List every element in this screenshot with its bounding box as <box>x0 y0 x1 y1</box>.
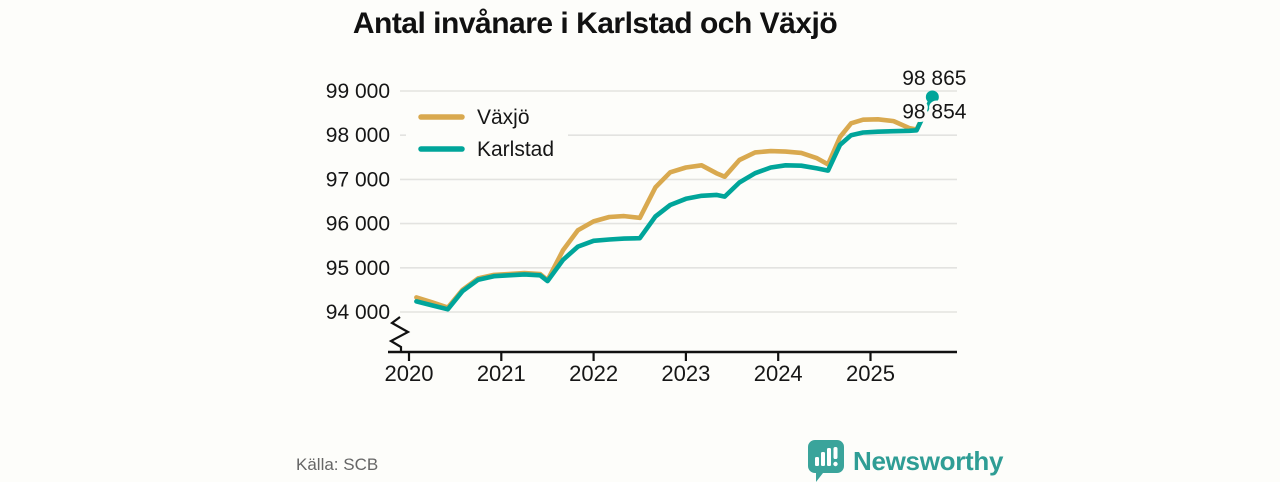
svg-text:94 000: 94 000 <box>326 301 390 324</box>
x-axis-labels: 2020 2021 2022 2023 2024 2025 <box>385 361 895 386</box>
svg-text:96 000: 96 000 <box>326 213 390 236</box>
x-axis <box>388 316 957 361</box>
svg-text:Karlstad: Karlstad <box>477 138 554 161</box>
y-axis-break-icon <box>388 316 411 352</box>
chart-title: Antal invånare i Karlstad och Växjö <box>352 7 838 40</box>
svg-text:98 854: 98 854 <box>902 100 967 123</box>
end-value-labels: 98 865 98 854 <box>899 63 971 126</box>
svg-text:2020: 2020 <box>385 361 434 386</box>
brand-name: Newsworthy <box>853 445 1004 476</box>
newsworthy-logo-icon <box>808 440 844 482</box>
y-axis-labels: 94 000 95 000 96 000 97 000 98 000 99 000 <box>326 80 390 324</box>
svg-text:2021: 2021 <box>477 361 526 386</box>
legend: Växjö Karlstad <box>406 99 568 165</box>
svg-text:95 000: 95 000 <box>326 257 390 280</box>
latest-point-dot <box>925 90 939 104</box>
svg-text:2024: 2024 <box>754 361 803 386</box>
svg-text:2023: 2023 <box>661 361 710 386</box>
gridlines <box>400 90 957 313</box>
svg-text:2022: 2022 <box>569 361 618 386</box>
source-label: Källa: SCB <box>296 455 379 474</box>
svg-text:2025: 2025 <box>846 361 895 386</box>
newsworthy-brand: Newsworthy <box>808 440 1004 482</box>
series-line-karlstad <box>414 94 935 312</box>
svg-text:99 000: 99 000 <box>326 80 390 103</box>
svg-text:98 865: 98 865 <box>902 67 966 90</box>
svg-text:98 000: 98 000 <box>326 124 390 147</box>
svg-text:97 000: 97 000 <box>326 168 390 191</box>
svg-text:Växjö: Växjö <box>477 106 530 129</box>
